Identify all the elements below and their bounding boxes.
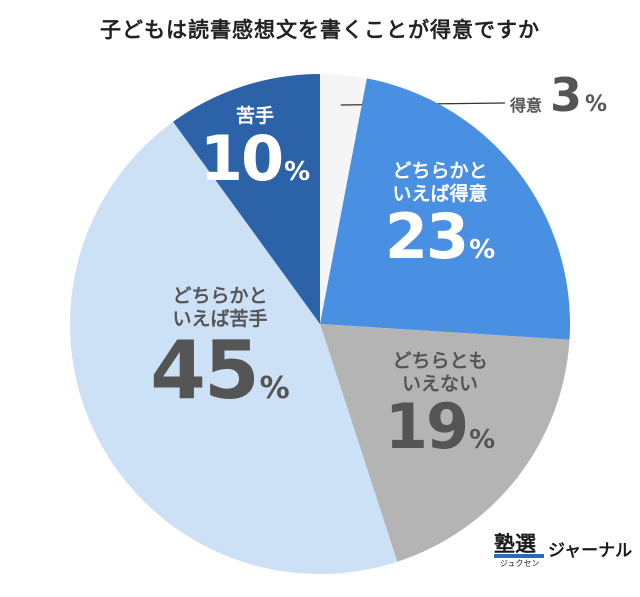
logo-underline bbox=[494, 554, 544, 558]
slice-label-4: 苦手 10% bbox=[200, 105, 310, 190]
slice-name: どちらとも いえない bbox=[392, 350, 488, 395]
slice-label-1: どちらかと いえば得意 23% bbox=[385, 160, 495, 268]
slice-value: 45% bbox=[150, 324, 290, 417]
slice-value: 23% bbox=[384, 200, 496, 273]
pie-slice-2 bbox=[320, 324, 570, 562]
logo-kanji: 塾選 bbox=[494, 532, 536, 556]
slice-value: 10% bbox=[199, 122, 311, 195]
logo-brand: ジャーナル bbox=[548, 541, 633, 561]
slice-name: 苦手 bbox=[235, 105, 274, 127]
logo: 塾選 ジュクセン ジャーナル bbox=[494, 528, 634, 578]
slice-value: 3% bbox=[550, 68, 608, 122]
slice-value: 19% bbox=[384, 390, 496, 463]
slice-name: 得意 bbox=[510, 96, 543, 115]
chart-title: 子どもは読書感想文を書くことが得意ですか bbox=[100, 18, 540, 42]
pie-slice-4 bbox=[173, 74, 320, 324]
slice-name: どちらかと いえば得意 bbox=[392, 160, 488, 205]
slice-label-3: どちらかと いえば苦手 45% bbox=[150, 285, 289, 411]
slice-name: どちらかと いえば苦手 bbox=[172, 285, 268, 330]
slice-label-2: どちらとも いえない 19% bbox=[385, 350, 495, 458]
pie-slice-0 bbox=[320, 74, 367, 324]
pie-slice-3 bbox=[70, 121, 398, 574]
logo-reading: ジュクセン bbox=[500, 559, 540, 568]
slice-label-0: 得意 3% bbox=[510, 68, 607, 122]
pie-slice-1 bbox=[320, 78, 570, 340]
